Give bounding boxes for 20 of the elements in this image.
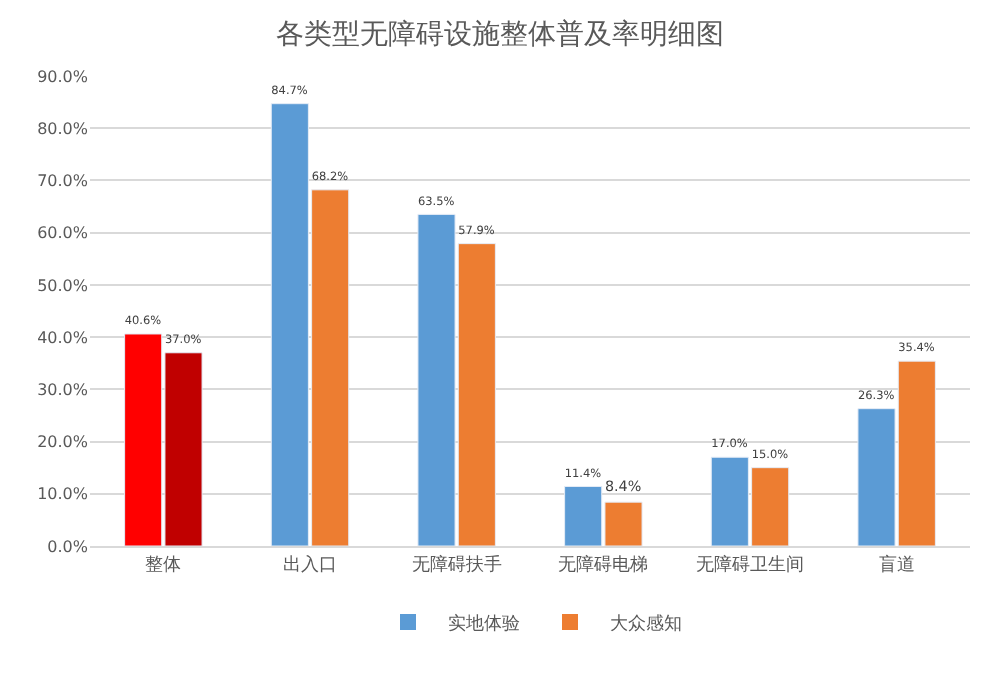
x-tick-label: 整体: [145, 553, 182, 576]
y-tick-label: 30.0%: [37, 380, 89, 399]
y-tick-label: 60.0%: [37, 224, 89, 243]
y-tick-label: 50.0%: [37, 276, 89, 295]
x-tick-label: 无障碍扶手: [411, 553, 502, 576]
legend-label: 大众感知: [610, 613, 682, 636]
y-tick-label: 70.0%: [37, 172, 89, 191]
y-tick-label: 90.0%: [37, 67, 89, 86]
x-tick-label: 无障碍卫生间: [696, 553, 804, 576]
data-label: 8.4%: [604, 477, 642, 496]
y-tick-label: 20.0%: [37, 433, 89, 452]
y-tick-label: 80.0%: [37, 119, 89, 138]
x-tick-label: 盲道: [878, 553, 915, 576]
legend-label: 实地体验: [448, 613, 520, 636]
y-tick-label: 10.0%: [37, 485, 89, 504]
y-tick-label: 40.0%: [37, 328, 89, 347]
chart-title: 各类型无障碍设施整体普及率明细图: [276, 17, 724, 52]
x-tick-label: 无障碍电梯: [558, 553, 649, 576]
y-tick-label: 0.0%: [47, 537, 89, 556]
x-tick-label: 出入口: [283, 553, 337, 576]
